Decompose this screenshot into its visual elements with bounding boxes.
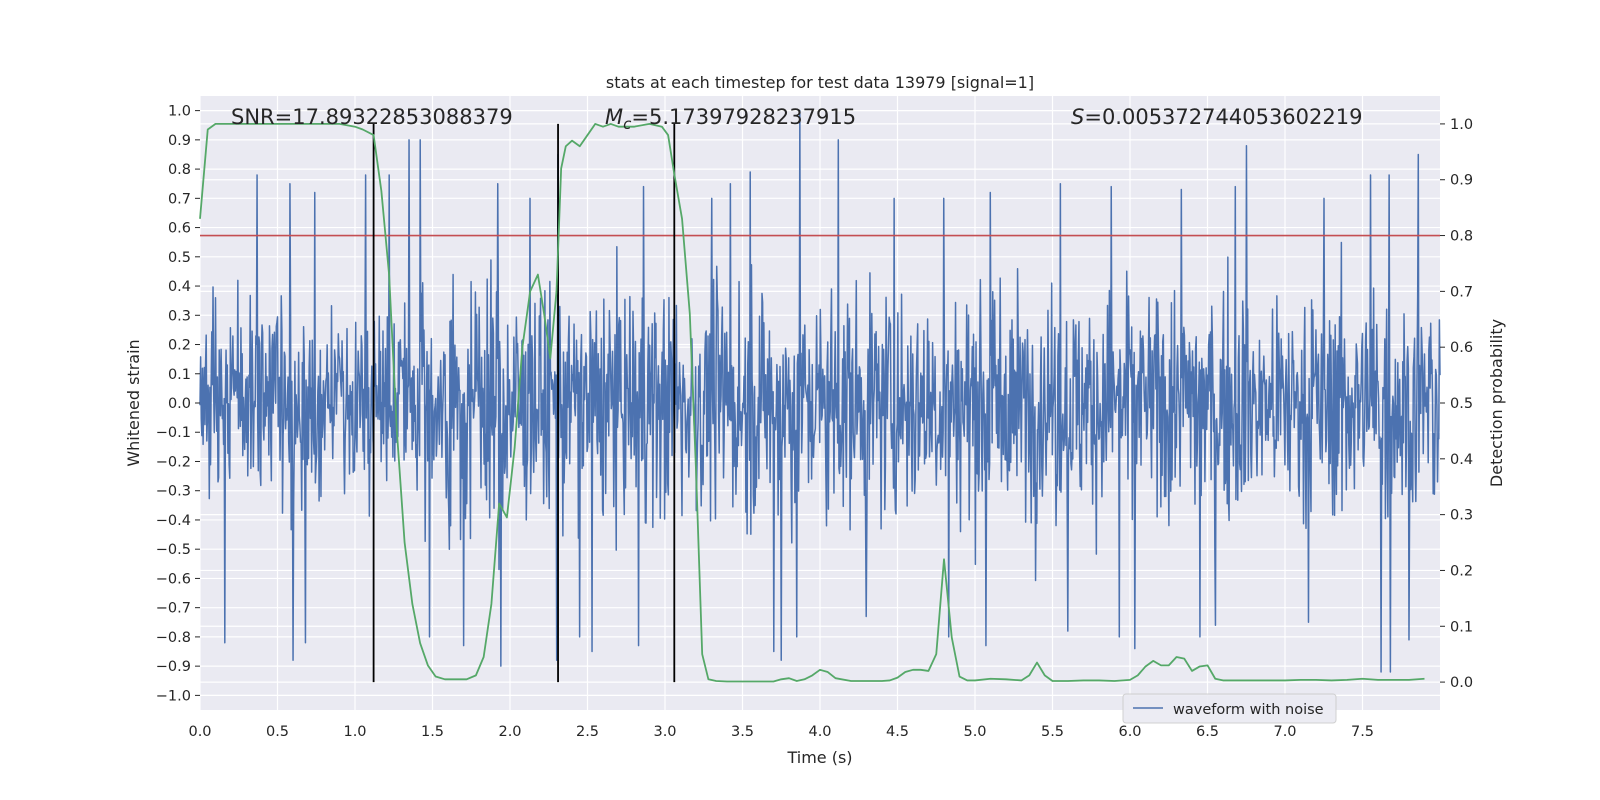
snr-annotation: SNR=17.89322853088379 [231,105,513,129]
s-symbol: S [1071,105,1084,129]
y-tick-label-8: −0.2 [156,454,191,470]
mc-value: =5.17397928237915 [631,105,856,129]
x-tick-label-15: 7.5 [1351,724,1374,740]
legend-box [1122,693,1337,724]
y-tick-label-12: 0.2 [168,338,191,354]
y-right-tick-label-8: 0.8 [1450,229,1473,245]
snr-prefix: SNR= [231,105,292,129]
y-axis-left: −1.0 −0.9 −0.8 −0.7 −0.6 −0.5 −0.4 −0.3 −0.2 −0.1… [156,104,200,704]
x-tick-label-5: 2.5 [576,724,599,740]
probability-layer [199,123,1425,683]
y-right-tick-label-4: 0.4 [1450,452,1473,468]
x-tick-label-12: 6.0 [1118,724,1141,740]
y-right-tick-label-9: 0.9 [1450,173,1473,189]
y-tick-label-7: −0.3 [156,484,191,500]
mc-annotation: Mc=5.17397928237915 [605,105,856,133]
x-tick-label-10: 5.0 [963,724,986,740]
y-tick-label-3: −0.7 [156,601,191,617]
legend-label: waveform with noise [1173,702,1324,718]
y-tick-label-5: −0.5 [156,542,191,558]
snr-value: 17.89322853088379 [292,105,512,129]
waveform-line [199,109,1441,673]
mc-symbol: M [605,105,623,129]
y-right-tick-label-7: 0.7 [1450,284,1473,300]
s-value: =0.005372744053602219 [1084,105,1362,129]
y-right-tick-label-5: 0.5 [1450,396,1473,412]
y-tick-label-11: 0.1 [168,367,191,383]
y-tick-label-17: 0.7 [168,191,191,207]
y-tick-label-2: −0.8 [156,630,191,646]
legend: waveform with noise [1122,693,1337,724]
y-right-tick-label-2: 0.2 [1450,563,1473,579]
probability-line [199,123,1425,683]
y-right-tick-label-0: 0.0 [1450,675,1473,691]
y-axis-right: 0.0 0.1 0.2 0.3 0.4 0.5 0.6 0.7 0.8 0.9 1.0 [1440,117,1473,691]
y-tick-label-1: −0.9 [156,659,191,675]
x-tick-label-9: 4.5 [886,724,909,740]
y-tick-label-19: 0.9 [168,133,191,149]
x-tick-label-13: 6.5 [1196,724,1219,740]
mc-subscript: c [623,115,632,133]
x-tick-label-8: 4.0 [808,724,831,740]
waveform-layer [199,109,1441,673]
y-tick-label-14: 0.4 [168,279,191,295]
x-axis: 0.0 0.5 1.0 1.5 2.0 2.5 3.0 3.5 4.0 4.5 5.0 5.5 6.0 6… [188,724,1374,740]
marker-layer [372,123,676,683]
s-annotation: S=0.005372744053602219 [1071,105,1362,129]
chart-title: stats at each timestep for test data 139… [606,73,1034,92]
y-tick-label-18: 0.8 [168,162,191,178]
y-tick-label-6: −0.4 [156,513,191,529]
y-right-tick-label-1: 0.1 [1450,619,1473,635]
y-axis-label-right: Detection probability [1487,319,1506,487]
x-tick-label-0: 0.0 [188,724,211,740]
y-right-tick-label-6: 0.6 [1450,340,1473,356]
x-tick-label-11: 5.5 [1041,724,1064,740]
x-tick-label-7: 3.5 [731,724,754,740]
x-axis-label: Time (s) [786,748,852,767]
x-tick-label-14: 7.0 [1273,724,1296,740]
x-tick-label-4: 2.0 [498,724,521,740]
x-tick-label-6: 3.0 [653,724,676,740]
x-tick-label-2: 1.0 [343,724,366,740]
y-tick-label-20: 1.0 [168,104,191,120]
y-tick-label-13: 0.3 [168,308,191,324]
x-tick-label-1: 0.5 [266,724,289,740]
y-right-tick-label-10: 1.0 [1450,117,1473,133]
y-tick-label-4: −0.6 [156,571,191,587]
y-tick-label-10: 0.0 [168,396,191,412]
y-tick-label-9: −0.1 [156,425,191,441]
y-tick-label-16: 0.6 [168,221,191,237]
x-tick-label-3: 1.5 [421,724,444,740]
y-axis-label-left: Whitened strain [124,339,143,466]
y-right-tick-label-3: 0.3 [1450,508,1473,524]
y-tick-label-0: −1.0 [156,688,191,704]
y-tick-label-15: 0.5 [168,250,191,266]
